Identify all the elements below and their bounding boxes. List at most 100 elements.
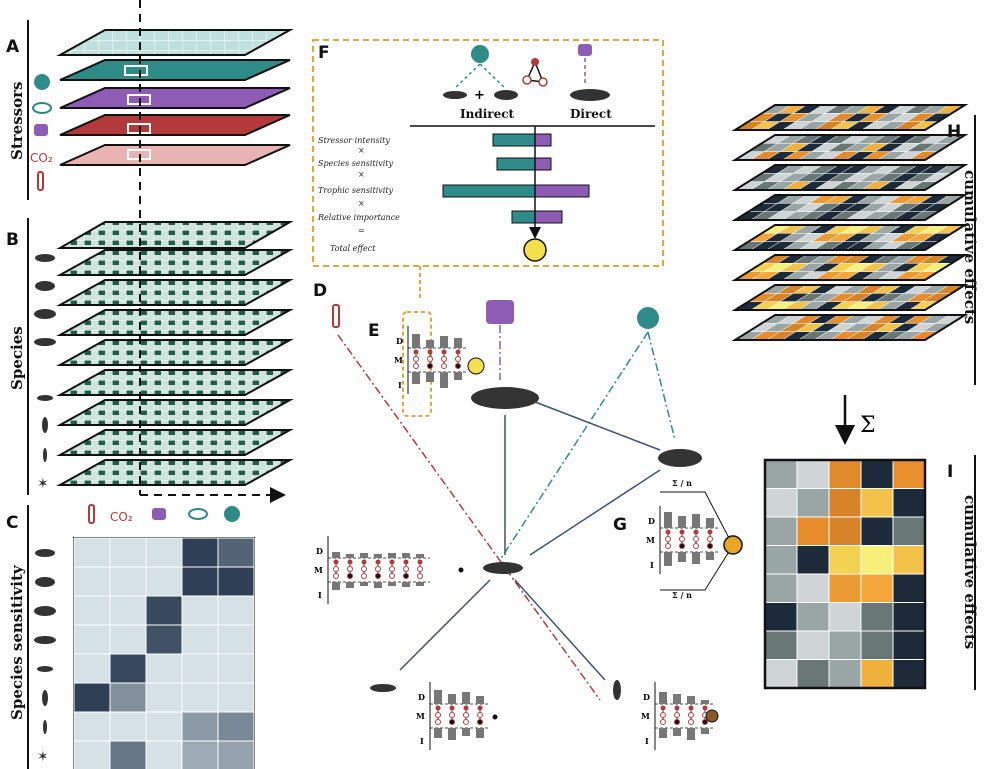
copepod-icon <box>42 417 48 433</box>
panel-b-label: B <box>6 230 19 250</box>
matrix-cell <box>73 740 111 769</box>
ship-icon <box>578 44 592 56</box>
cumulative-cell <box>796 459 830 489</box>
net-icon <box>34 74 50 90</box>
cumulative-layer <box>731 224 969 251</box>
cod-icon <box>658 449 702 467</box>
matrix-cell <box>145 653 183 684</box>
matrix-cell <box>73 711 111 742</box>
svg-text:M: M <box>314 565 323 575</box>
matrix-cell <box>145 624 183 655</box>
trawl-icon <box>188 508 208 520</box>
cumulative-layer <box>731 314 969 341</box>
svg-text:I: I <box>420 736 424 746</box>
matrix-cell <box>217 740 255 769</box>
matrix-cell <box>181 740 219 769</box>
cumulative-cell <box>860 630 894 660</box>
matrix-cell <box>73 682 111 713</box>
whale-icon <box>34 309 56 319</box>
trophic-motif-icon <box>522 58 548 87</box>
row-equals: = <box>358 226 365 235</box>
panel-a-label: A <box>6 37 20 57</box>
ship-icon <box>152 508 166 520</box>
row-times-2: × <box>358 170 365 179</box>
matrix-cell <box>73 537 111 568</box>
panel-h-label: H <box>947 122 961 142</box>
svg-text:I: I <box>650 560 654 570</box>
indirect-label: Indirect <box>460 107 515 121</box>
row-relative-importance: Relative importance <box>317 213 400 222</box>
cumulative-cell <box>860 659 894 689</box>
matrix-cell <box>145 595 183 626</box>
network-edges <box>337 325 676 701</box>
cumulative-effects-grid <box>763 458 927 690</box>
co2-icon: CO₂ <box>110 510 133 524</box>
row-species-sensitivity: Species sensitivity <box>318 159 393 168</box>
matrix-cell <box>181 566 219 597</box>
cod-icon <box>35 281 55 291</box>
sum-n-top: Σ / n <box>672 478 692 488</box>
cumulative-cell <box>860 573 894 603</box>
cumulative-cell <box>796 488 830 518</box>
row-stressor-intensity: Stressor intensity <box>318 136 390 145</box>
net-icon <box>471 45 489 63</box>
co2-icon: CO₂ <box>30 151 53 165</box>
svg-text:M: M <box>646 535 655 545</box>
cumulative-layer <box>731 104 969 131</box>
net-icon <box>224 506 240 522</box>
matrix-cell <box>145 537 183 568</box>
species-sensitivity-label: Species sensitivity <box>8 564 26 720</box>
matrix-cell <box>109 566 147 597</box>
matrix-cell <box>73 653 111 684</box>
svg-text:M: M <box>394 355 403 365</box>
motif-plot-shrimp: DM I <box>416 682 490 750</box>
whale-icon <box>34 606 56 616</box>
cumulative-cell <box>892 516 926 546</box>
plus-sign: + <box>474 88 485 103</box>
thermometer-icon <box>88 504 95 524</box>
thermometer-icon <box>332 304 340 328</box>
svg-text:I: I <box>318 590 322 600</box>
panel-i-label: I <box>947 462 953 482</box>
matrix-cell <box>181 537 219 568</box>
svg-text:M: M <box>416 711 425 721</box>
matrix-cell <box>181 711 219 742</box>
svg-text:M: M <box>641 711 650 721</box>
matrix-cell <box>181 624 219 655</box>
whale-icon <box>471 387 539 409</box>
cumulative-cell <box>764 459 798 489</box>
stressors-label: Stressors <box>8 82 26 160</box>
larva-icon <box>43 720 47 734</box>
panel-c-label: C <box>6 513 18 533</box>
cumulative-layer <box>731 254 969 281</box>
matrix-cell <box>217 537 255 568</box>
cumulative-cell <box>796 516 830 546</box>
panel-e-label: E <box>368 321 380 341</box>
matrix-cell <box>181 595 219 626</box>
panel-f-rows: Stressor intensity × Species sensitivity… <box>317 136 400 253</box>
starfish-icon: ✶ <box>37 749 49 765</box>
svg-text:D: D <box>418 692 425 702</box>
cumulative-cell <box>860 602 894 632</box>
species-icons-b: ✶ <box>34 254 56 492</box>
cumulative-cell <box>796 602 830 632</box>
cumulative-cell <box>796 630 830 660</box>
panel-f-label: F <box>318 43 330 63</box>
cumulative-layer <box>731 164 969 191</box>
panel-e-highlight <box>402 311 432 417</box>
matrix-cell <box>145 711 183 742</box>
fish-icon <box>483 562 523 574</box>
larva-icon <box>43 448 47 462</box>
humpback-icon <box>34 636 56 644</box>
cumulative-cell <box>796 659 830 689</box>
cumulative-layer <box>731 134 969 161</box>
panel-f-box <box>312 39 664 267</box>
cumulative-cell <box>892 573 926 603</box>
sensitivity-matrix <box>73 537 255 769</box>
fish-icon-2 <box>494 90 518 100</box>
matrix-cell <box>109 682 147 713</box>
row-total-effect: Total effect <box>330 244 376 253</box>
matrix-cell <box>217 711 255 742</box>
motif-plot-g: DM I <box>646 506 720 574</box>
cumulative-cell <box>796 573 830 603</box>
